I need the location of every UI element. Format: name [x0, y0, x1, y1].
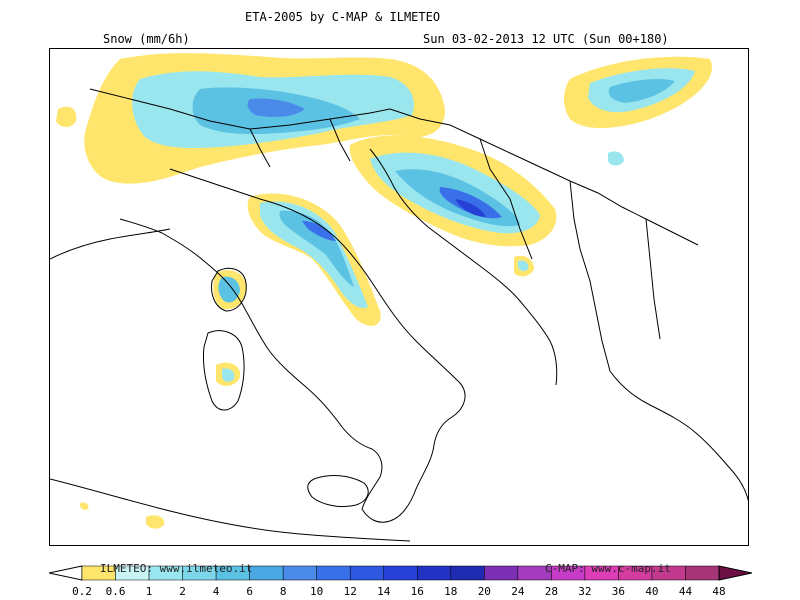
legend-tick-label: 0.2	[72, 585, 92, 598]
coastlines	[50, 88, 748, 542]
credit-ilmeteo: ILMETEO: www.ilmeteo.it	[100, 562, 253, 575]
legend-colorbar	[49, 565, 752, 581]
legend-swatch	[417, 565, 452, 581]
legend-arrow-left	[49, 565, 83, 581]
legend-swatch	[685, 565, 720, 581]
legend-tick-label: 20	[477, 585, 491, 598]
map-frame	[49, 48, 749, 546]
legend-tick-label: 2	[179, 585, 186, 598]
snow-area-balkan-core	[439, 187, 502, 219]
legend-tick-label: 44	[678, 585, 693, 598]
legend-tick-label: 14	[377, 585, 391, 598]
legend-tick-label: 10	[310, 585, 324, 598]
greece-coast	[609, 370, 748, 502]
snow-area-sardinia-inner	[222, 368, 235, 382]
adriatic-east-coast	[369, 148, 558, 386]
legend-tick-label: 0.6	[105, 585, 126, 598]
legend-swatch	[282, 565, 317, 581]
sicily-coast	[307, 475, 369, 508]
legend-tick-label: 12	[343, 585, 357, 598]
legend-tick-label: 40	[645, 585, 659, 598]
snow-area-sicily	[146, 515, 165, 529]
italy-coast	[119, 168, 466, 523]
legend-swatch	[383, 565, 418, 581]
legend-tick-label: 28	[544, 585, 558, 598]
legend-tick-label: 48	[712, 585, 726, 598]
corsica-coast	[211, 267, 247, 312]
snow-area-northeast-mid	[608, 79, 675, 103]
legend-tick-label: 24	[511, 585, 525, 598]
snow-area-west	[56, 106, 77, 127]
snow-area-east-small	[608, 151, 624, 166]
legend-swatch	[450, 565, 485, 581]
snow-area-alps-core	[247, 98, 305, 117]
legend-tick-label: 8	[279, 585, 287, 598]
legend-swatch	[316, 565, 351, 581]
legend-swatch	[249, 565, 284, 581]
snowfall-map	[50, 53, 748, 542]
snow-area-central-italy-core	[302, 221, 336, 241]
snow-area-albania-inner	[518, 260, 529, 272]
snow-area-central-italy-light	[260, 201, 368, 309]
valid-time-label: Sun 03-02-2013 12 UTC (Sun 00+180)	[423, 32, 669, 46]
legend-tick-label: 6	[246, 585, 253, 598]
snow-area-corsica-inner	[218, 276, 240, 303]
legend-tick-label: 32	[578, 585, 592, 598]
legend-tick-label: 1	[145, 585, 153, 598]
color-legend	[49, 563, 752, 583]
legend-swatch	[349, 565, 384, 581]
map-title: ETA-2005 by C-MAP & ILMETEO	[245, 10, 441, 24]
snow-area-balkan-peak	[455, 199, 486, 217]
legend-tick-label: 36	[611, 585, 626, 598]
alps-borders	[89, 88, 391, 168]
snow-area-sicily-west	[80, 502, 89, 510]
sardinia-coast	[203, 330, 245, 411]
credit-cmap: C-MAP: www.c-map.it	[545, 562, 671, 575]
france-spain-coast	[50, 228, 171, 260]
africa-coast	[50, 478, 411, 542]
legend-swatch	[484, 565, 519, 581]
variable-label: Snow (mm/6h)	[103, 32, 190, 46]
snow-shading	[56, 53, 712, 529]
legend-tick-label: 18	[444, 585, 458, 598]
legend-arrow-right	[718, 565, 752, 581]
legend-tick-label: 4	[212, 585, 220, 598]
snow-area-central-italy-mid	[279, 210, 354, 287]
balkan-borders	[389, 108, 699, 372]
legend-tick-label: 16	[410, 585, 424, 598]
